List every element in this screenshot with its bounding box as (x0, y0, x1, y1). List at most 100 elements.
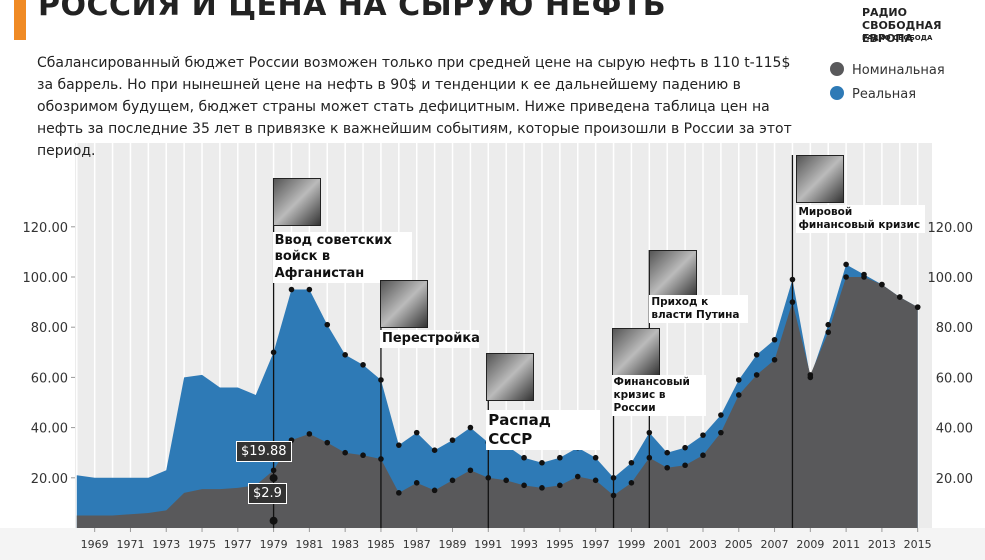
point (413, 429, 420, 436)
y2-tick-label: 20.00 (936, 472, 973, 487)
x-tick-label: 2003 (689, 538, 717, 551)
title-bar (14, 0, 26, 40)
y2-tick-label: 80.00 (936, 321, 973, 336)
point (735, 392, 742, 398)
point (628, 459, 635, 466)
x-tick-label: 1993 (510, 538, 538, 551)
point (592, 454, 599, 461)
point (324, 321, 331, 328)
event-label: Мировой финансовый кризис (796, 205, 926, 234)
point (682, 444, 688, 451)
x-tick-label: 2013 (868, 538, 896, 551)
point (574, 473, 581, 480)
annotation-label: $19.88 (236, 441, 292, 462)
event-label: Ввод советских войск в Афганистан (272, 232, 412, 283)
point (413, 480, 420, 486)
point (449, 477, 456, 484)
x-tick-label: 1995 (546, 538, 574, 551)
legend-label: Номинальная (852, 63, 945, 78)
x-tick-label: 1981 (295, 538, 323, 551)
event-label: Приход к власти Путина (649, 295, 749, 324)
x-tick-label: 2009 (796, 538, 824, 551)
x-tick-label: 1969 (81, 538, 109, 551)
event-label: Финансовый кризис в России (611, 375, 706, 417)
point (735, 377, 742, 383)
x-tick-label: 2001 (653, 538, 681, 551)
y2-tick-label: 40.00 (936, 422, 973, 437)
point (539, 459, 545, 466)
point (771, 357, 778, 363)
point (700, 452, 706, 459)
point (431, 447, 438, 453)
point (861, 274, 867, 280)
point (843, 261, 849, 268)
event-photo (796, 155, 845, 203)
point (896, 294, 903, 300)
x-tick-label: 2007 (761, 538, 789, 551)
x-tick-label: 1977 (224, 538, 252, 551)
y-tick-label: 120.00 (23, 221, 69, 236)
area (76, 277, 918, 528)
x-tick-label: 1997 (582, 538, 610, 551)
point (753, 352, 760, 358)
point (664, 464, 671, 471)
point (718, 412, 724, 418)
point (807, 372, 814, 378)
point (539, 485, 545, 491)
event-photo (611, 328, 660, 376)
event-label: Распад СССР (486, 410, 601, 450)
legend-swatch (830, 62, 844, 76)
x-tick-label: 1989 (439, 538, 467, 551)
point (628, 480, 635, 486)
x-tick-label: 1987 (403, 538, 431, 551)
legend-label: Реальная (852, 87, 917, 102)
event-photo (379, 280, 428, 328)
point (718, 429, 724, 436)
x-tick-label: 1971 (116, 538, 144, 551)
logo-sub: РАДИО СВОБОДА (862, 34, 933, 42)
x-tick-label: 1975 (188, 538, 216, 551)
y-tick-label: 40.00 (31, 422, 68, 437)
x-tick-label: 1979 (260, 538, 288, 551)
y-tick-label: 60.00 (31, 371, 68, 386)
point (342, 449, 348, 456)
point (324, 439, 331, 446)
x-tick-label: 2015 (904, 538, 932, 551)
point (557, 482, 563, 489)
point (467, 424, 474, 431)
point (360, 362, 366, 368)
y-tick-label: 80.00 (31, 321, 68, 336)
axis-band (0, 528, 985, 560)
y2-tick-label: 60.00 (936, 371, 973, 386)
point (288, 286, 295, 293)
event-photo (486, 353, 535, 401)
x-tick-label: 1983 (331, 538, 359, 551)
point (700, 432, 706, 438)
x-tick-label: 1985 (367, 538, 395, 551)
y-tick-label: 100.00 (23, 271, 69, 286)
y2-tick-label: 120.00 (928, 221, 974, 236)
point (557, 454, 563, 461)
x-tick-label: 1991 (474, 538, 502, 551)
annotation-label: $2.9 (248, 483, 287, 504)
title: РОССИЯ И ЦЕНА НА СЫРУЮ НЕФТЬ (38, 0, 667, 23)
event-photo (649, 250, 698, 298)
x-tick-label: 2005 (725, 538, 753, 551)
point (306, 431, 313, 437)
point (521, 454, 527, 461)
y-tick-label: 20.00 (31, 472, 68, 487)
event-photo (272, 178, 321, 226)
annotation-point (269, 474, 278, 483)
point (396, 442, 402, 448)
point (592, 477, 599, 484)
point (879, 281, 885, 288)
point (521, 482, 527, 489)
annotation-point (269, 516, 278, 525)
point (449, 437, 456, 443)
x-tick-label: 2011 (832, 538, 860, 551)
point (664, 449, 671, 456)
point (825, 321, 832, 328)
point (467, 467, 474, 474)
